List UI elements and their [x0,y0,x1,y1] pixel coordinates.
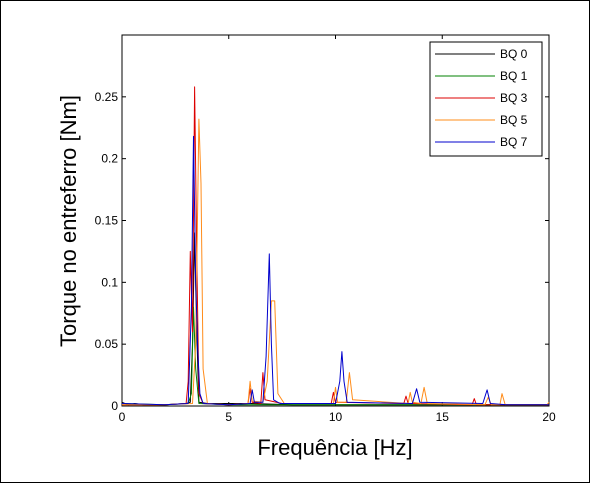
x-tick-label: 20 [542,410,556,424]
y-axis: 0 0.05 0.1 0.15 0.2 0.25 [95,90,549,413]
x-axis-label: Frequência [Hz] [257,435,412,460]
x-tick-label: 5 [225,410,232,424]
x-tick-label: 15 [436,410,450,424]
y-tick-label: 0.1 [101,275,118,289]
series-line-bq-7 [121,135,549,406]
series-line-bq-5 [122,118,550,406]
y-axis-label: Torque no entreferro [Nm] [56,95,81,347]
legend-label: BQ 7 [500,135,528,149]
legend-label: BQ 3 [500,91,528,105]
y-tick-label: 0.15 [95,214,119,228]
y-tick-label: 0.2 [101,152,118,166]
legend-label: BQ 0 [500,47,528,61]
x-tick-label: 10 [329,410,343,424]
y-tick-label: 0.25 [95,90,119,104]
legend-label: BQ 5 [500,113,528,127]
y-tick-label: 0.05 [95,337,119,351]
legend-label: BQ 1 [500,69,528,83]
x-tick-label: 0 [119,410,126,424]
series-layer [121,86,550,406]
legend: BQ 0 BQ 1 BQ 3 BQ 5 BQ 7 [429,41,543,157]
y-tick-label: 0 [111,399,118,413]
legend-box [429,41,543,157]
